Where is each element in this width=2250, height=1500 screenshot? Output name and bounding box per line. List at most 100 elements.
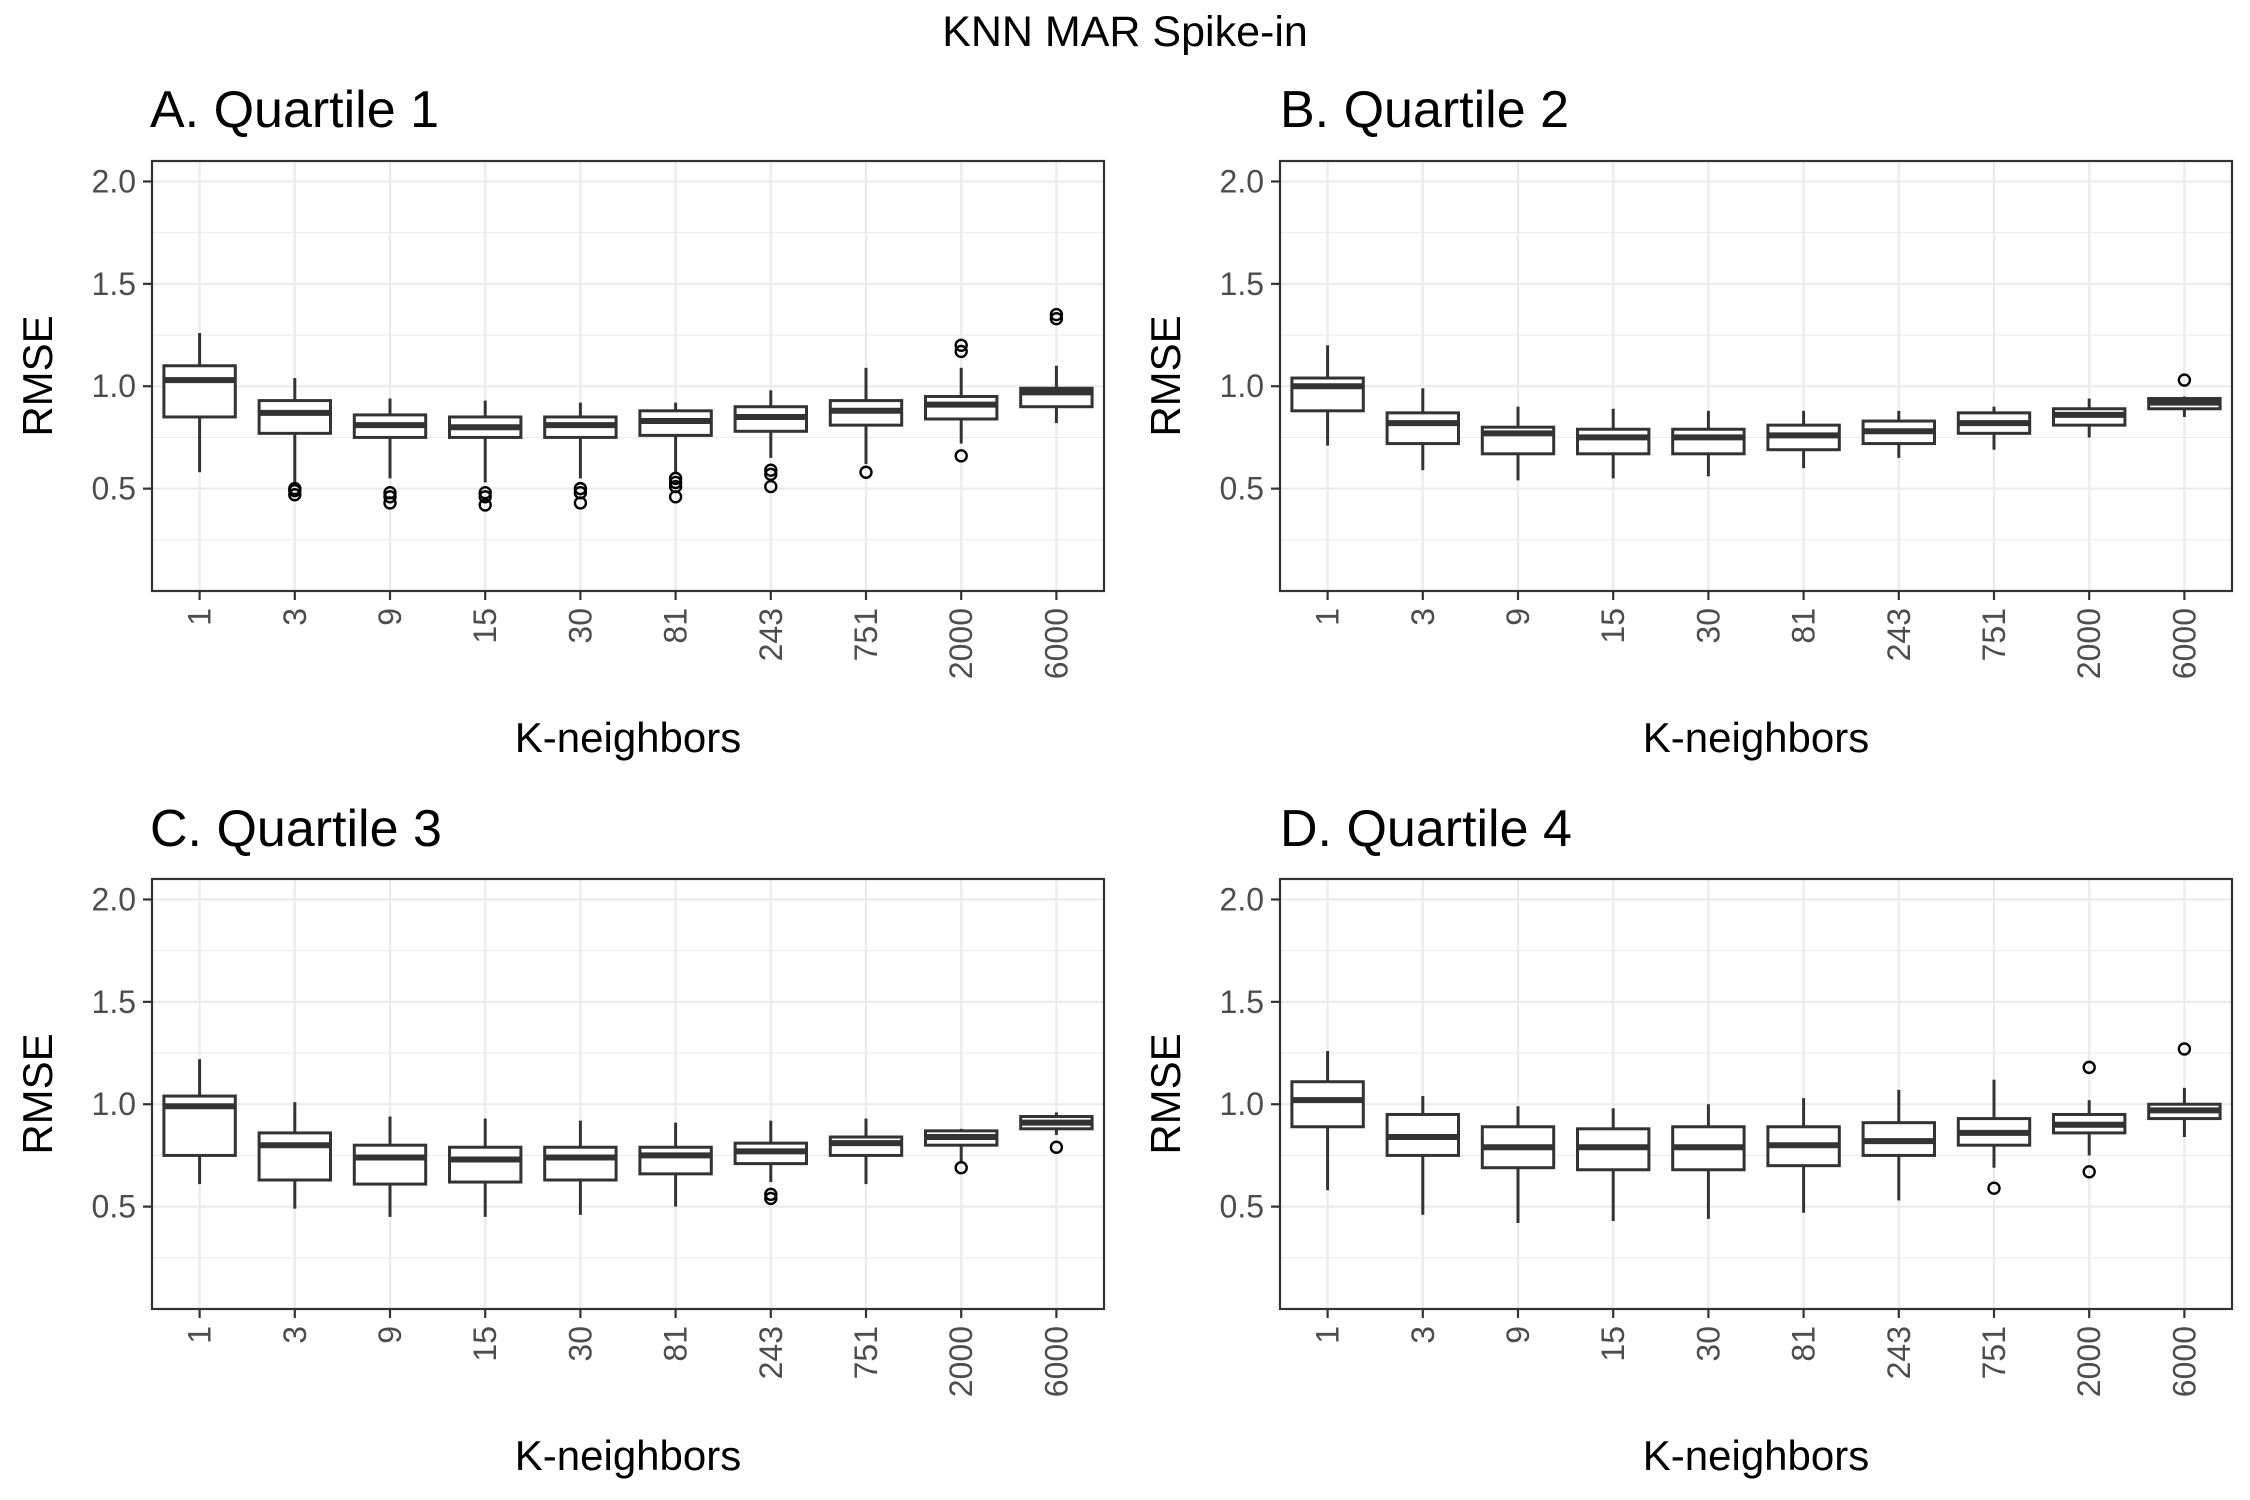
box-1 — [162, 333, 237, 473]
y-tick-label: 0.5 — [92, 471, 136, 507]
outlier-point-1 — [2177, 1042, 2192, 1056]
x-tick-label: 2000 — [943, 1326, 979, 1397]
y-tick-label: 0.5 — [1220, 471, 1264, 507]
x-tick-label: 81 — [1786, 608, 1822, 644]
box-6000 — [2147, 373, 2222, 417]
box-243 — [1861, 410, 1936, 458]
y-tick-label: 1.5 — [1220, 266, 1264, 302]
box-body — [162, 364, 237, 419]
box-243 — [733, 390, 808, 494]
y-tick-label: 1.5 — [92, 266, 136, 302]
x-tick-label: 243 — [753, 608, 789, 661]
y-tick-label: 1.5 — [1220, 984, 1264, 1020]
y-tick-label: 1.5 — [92, 984, 136, 1020]
outlier-point-1 — [478, 498, 492, 512]
figure-title: KNN MAR Spike-in — [942, 8, 1308, 56]
box-751 — [828, 367, 904, 479]
x-tick-label: 243 — [1881, 608, 1917, 661]
y-tick-label: 2.0 — [1220, 881, 1264, 917]
box-body — [543, 1145, 618, 1182]
y-tick-label: 0.5 — [92, 1189, 136, 1225]
y-axis-title: RMSE — [14, 315, 61, 436]
outlier-point-1 — [288, 488, 302, 502]
x-tick-label: 1 — [182, 1326, 218, 1344]
panel-title: A. Quartile 1 — [150, 81, 439, 139]
x-tick-label: 9 — [1500, 1326, 1536, 1344]
outlier-point-1 — [859, 465, 873, 479]
box-1 — [1290, 1051, 1365, 1191]
x-tick-label: 9 — [1500, 608, 1536, 626]
box-1 — [162, 1059, 237, 1185]
outlier-point-2 — [383, 490, 397, 504]
outlier-point-2 — [764, 1187, 778, 1202]
x-axis-title: K-neighbors — [1643, 1432, 1869, 1479]
panel-4: 0.5 1.0 1.5 2.0 1 3 9 15 30 81 243 751 2000 6000 D. Qu… — [1142, 800, 2234, 1479]
box-body — [1385, 411, 1460, 446]
box-3 — [1385, 1096, 1460, 1215]
x-tick-label: 15 — [467, 1326, 503, 1362]
box-243 — [1861, 1089, 1936, 1201]
x-tick-label: 30 — [562, 608, 598, 644]
x-tick-label: 3 — [1405, 1326, 1441, 1344]
box-body — [257, 1131, 333, 1182]
y-axis-title: RMSE — [1142, 315, 1189, 436]
box-2000 — [2052, 398, 2127, 438]
x-tick-label: 6000 — [1038, 608, 1074, 679]
box-2000 — [924, 1128, 999, 1175]
x-tick-label: 2000 — [943, 608, 979, 679]
x-tick-label: 751 — [1976, 608, 2012, 661]
box-body — [1290, 1080, 1365, 1129]
outlier-point-2 — [1049, 307, 1064, 322]
panels: 0.5 1.0 1.5 2.0 1 3 9 15 30 81 243 751 2000 6000 A. Qu… — [14, 81, 2234, 1479]
outlier-point-1 — [764, 1191, 778, 1206]
box-body — [1671, 427, 1746, 456]
outlier-point-3 — [764, 463, 778, 477]
outlier-point-2 — [573, 486, 588, 500]
box-15 — [1576, 408, 1651, 479]
x-tick-label: 3 — [1405, 608, 1441, 626]
box-751 — [828, 1118, 904, 1185]
outlier-point-1 — [1049, 311, 1064, 326]
y-tick-label: 1.0 — [92, 1086, 136, 1122]
box-30 — [543, 1120, 618, 1215]
box-1 — [1290, 345, 1365, 446]
y-axis-title: RMSE — [1142, 1033, 1189, 1154]
panel-title: D. Quartile 4 — [1280, 800, 1572, 858]
box-9 — [352, 1116, 428, 1217]
x-axis-title: K-neighbors — [515, 1432, 741, 1479]
x-tick-label: 81 — [1786, 1326, 1822, 1362]
box-243 — [733, 1120, 808, 1206]
box-3 — [1385, 388, 1460, 471]
x-tick-label: 1 — [182, 608, 218, 626]
panel-1: 0.5 1.0 1.5 2.0 1 3 9 15 30 81 243 751 2000 6000 A. Qu… — [14, 81, 1106, 761]
x-tick-label: 81 — [658, 1326, 694, 1362]
x-tick-label: 6000 — [2166, 1326, 2202, 1397]
box-body — [448, 1145, 523, 1184]
box-30 — [1671, 1104, 1746, 1219]
box-body — [828, 1135, 904, 1157]
x-tick-label: 6000 — [2166, 608, 2202, 679]
outlier-point-1 — [2177, 373, 2192, 387]
box-15 — [448, 400, 523, 512]
outlier-point-2 — [954, 344, 968, 359]
outlier-point-3 — [478, 486, 492, 500]
y-tick-label: 2.0 — [92, 163, 136, 199]
y-tick-label: 1.0 — [1220, 1086, 1264, 1122]
x-tick-label: 2000 — [2071, 608, 2107, 679]
box-3 — [257, 378, 333, 502]
outlier-point-3 — [573, 481, 588, 496]
x-tick-label: 243 — [1881, 1326, 1917, 1379]
outlier-point-3 — [288, 481, 302, 496]
outlier-point-3 — [383, 486, 397, 500]
panel-border — [1278, 877, 2234, 1311]
box-81 — [1766, 410, 1841, 469]
box-3 — [257, 1102, 333, 1209]
y-axis-title: RMSE — [14, 1033, 61, 1154]
x-tick-label: 15 — [1595, 608, 1631, 644]
outlier-point-1 — [1987, 1181, 2001, 1195]
x-axis-title: K-neighbors — [515, 714, 741, 761]
y-tick-label: 1.0 — [92, 368, 136, 404]
box-body — [638, 1145, 713, 1176]
y-tick-label: 1.0 — [1220, 368, 1264, 404]
x-tick-label: 30 — [562, 1326, 598, 1362]
